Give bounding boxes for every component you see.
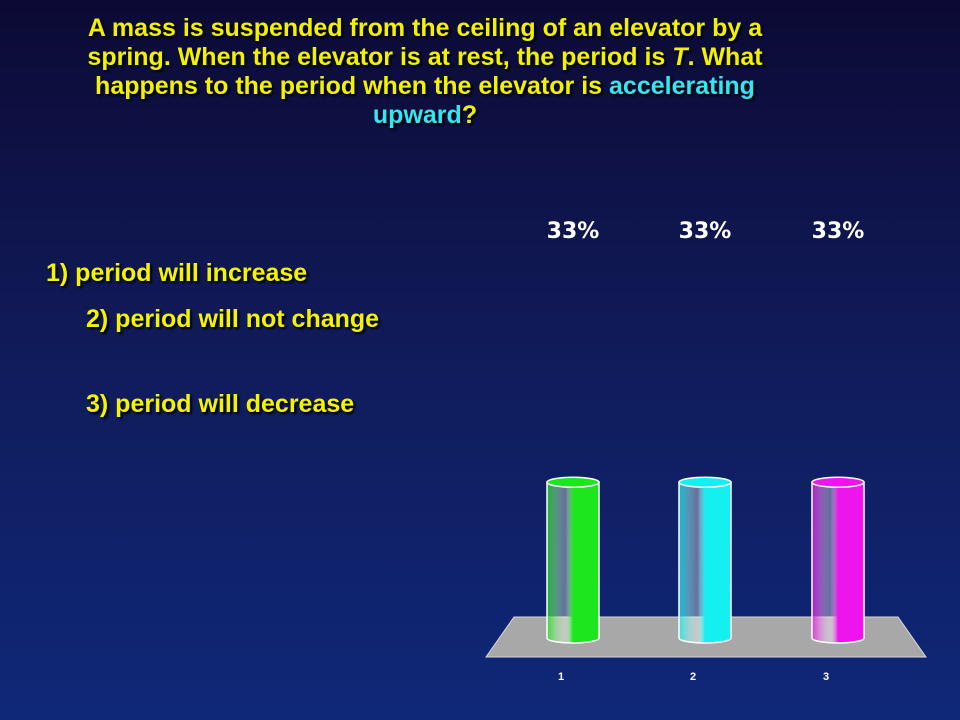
bar-body (546, 481, 600, 644)
bar-top (678, 476, 732, 488)
question-period-symbol: T (672, 43, 688, 71)
answer-option-2: 2) period will not change (86, 305, 380, 333)
answer-option-1: 1) period will increase (46, 259, 308, 287)
x-tick-label: 3 (823, 671, 829, 683)
question-highlight: accelerating upward (372, 72, 755, 129)
data-label: 33% (812, 219, 865, 244)
bar-3 (811, 476, 865, 644)
answer-option-3: 3) period will decrease (86, 390, 355, 418)
data-label: 33% (679, 219, 732, 244)
bar-top (811, 476, 865, 488)
x-tick-label: 2 (690, 671, 696, 683)
bar-top (546, 476, 600, 488)
bar-body (811, 481, 865, 644)
question-part-1: A mass is suspended from the ceiling of … (87, 14, 763, 71)
bar-1 (546, 476, 600, 644)
data-label: 33% (547, 219, 600, 244)
bar-body (678, 481, 732, 644)
question-text: A mass is suspended from the ceiling of … (60, 14, 790, 130)
bar-2 (678, 476, 732, 644)
x-tick-label: 1 (558, 671, 564, 683)
question-part-4: ? (461, 101, 478, 129)
question-part-3: . What happens to the period when the el… (95, 43, 763, 100)
